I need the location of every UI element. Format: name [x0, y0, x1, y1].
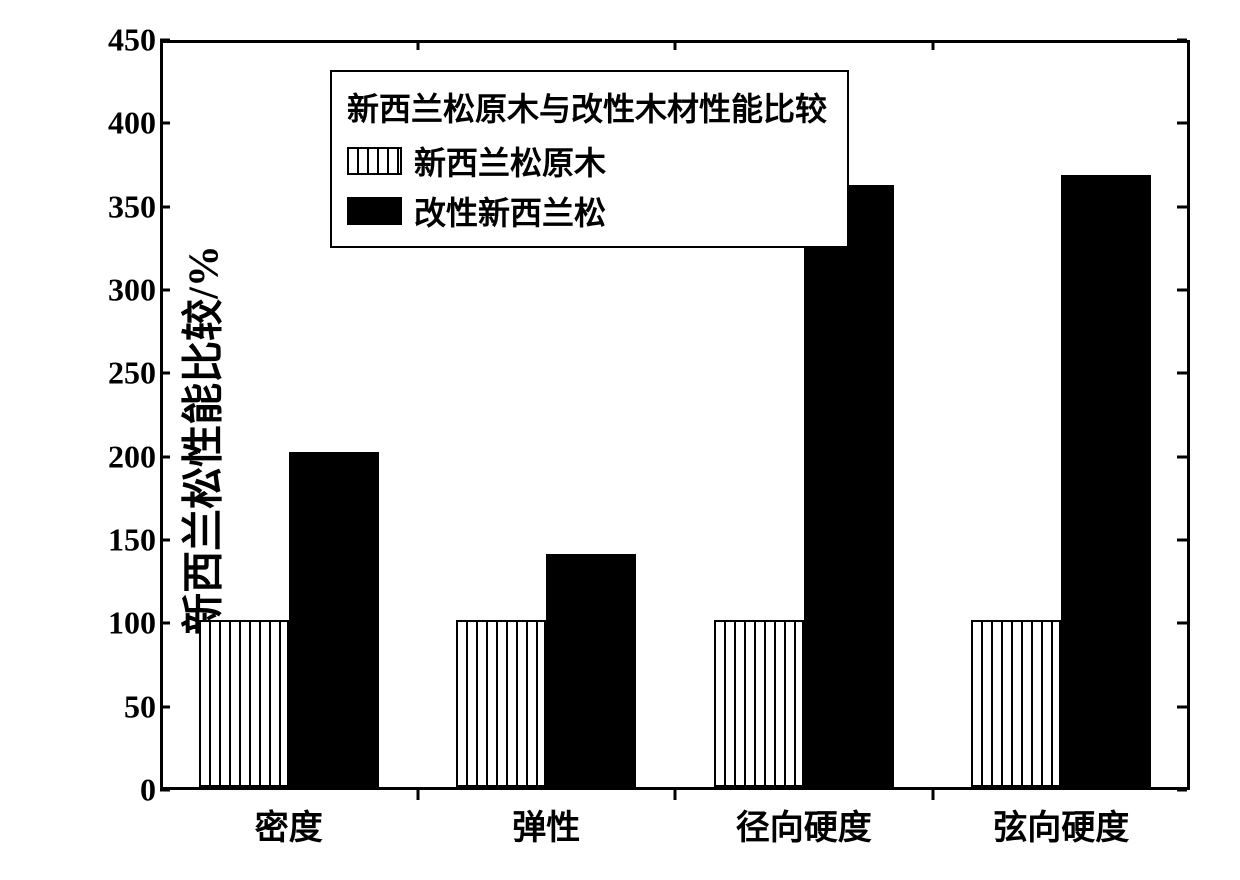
- y-tick-mark-right: [1177, 289, 1187, 292]
- bar-striped: [971, 620, 1061, 787]
- y-tick-mark: [160, 289, 170, 292]
- legend-label-1: 改性新西兰松: [414, 188, 606, 234]
- y-tick-mark: [160, 122, 170, 125]
- y-tick-mark-right: [1177, 789, 1187, 792]
- y-tick-label: 300: [108, 272, 156, 309]
- y-tick-label: 250: [108, 355, 156, 392]
- x-tick-mark: [674, 790, 677, 800]
- y-tick-mark: [160, 455, 170, 458]
- x-tick-label: 密度: [255, 800, 323, 849]
- y-tick-label: 450: [108, 22, 156, 59]
- bar-solid: [289, 452, 379, 787]
- y-tick-mark: [160, 789, 170, 792]
- x-tick-mark-top: [674, 40, 677, 50]
- x-tick-label: 弦向硬度: [993, 800, 1129, 849]
- y-tick-mark-right: [1177, 205, 1187, 208]
- legend-label-0: 新西兰松原木: [414, 138, 606, 184]
- legend-item-1: 改性新西兰松: [347, 188, 827, 234]
- bar-solid: [546, 554, 636, 787]
- x-tick-mark: [931, 790, 934, 800]
- y-tick-label: 150: [108, 522, 156, 559]
- legend-swatch-solid: [347, 197, 402, 225]
- x-tick-label: 弹性: [512, 800, 580, 849]
- y-tick-mark: [160, 622, 170, 625]
- bar-solid: [1061, 175, 1151, 787]
- x-tick-mark-top: [931, 40, 934, 50]
- y-tick-mark-right: [1177, 39, 1187, 42]
- legend: 新西兰松原木与改性木材性能比较 新西兰松原木 改性新西兰松: [330, 70, 849, 248]
- bar-group: [199, 452, 379, 787]
- bar-group: [971, 175, 1151, 787]
- y-tick-mark-right: [1177, 622, 1187, 625]
- y-tick-mark-right: [1177, 455, 1187, 458]
- bar-group: [456, 554, 636, 787]
- y-tick-mark: [160, 372, 170, 375]
- y-tick-label: 50: [124, 688, 156, 725]
- x-tick-label: 径向硬度: [736, 800, 872, 849]
- y-tick-label: 100: [108, 605, 156, 642]
- legend-swatch-striped: [347, 147, 402, 175]
- x-tick-mark: [416, 790, 419, 800]
- y-tick-mark-right: [1177, 539, 1187, 542]
- y-tick-mark: [160, 705, 170, 708]
- bar-solid: [804, 185, 894, 787]
- legend-title: 新西兰松原木与改性木材性能比较: [347, 84, 827, 130]
- y-tick-mark-right: [1177, 122, 1187, 125]
- bar-striped: [456, 620, 546, 787]
- y-tick-mark: [160, 205, 170, 208]
- bar-striped: [714, 620, 804, 787]
- chart-container: 新西兰松性能比较/% 新西兰松原木与改性木材性能比较 新西兰松原木 改性新西兰松…: [20, 20, 1220, 860]
- y-tick-mark-right: [1177, 705, 1187, 708]
- y-tick-label: 350: [108, 188, 156, 225]
- y-tick-mark-right: [1177, 372, 1187, 375]
- y-tick-label: 400: [108, 105, 156, 142]
- y-tick-label: 0: [140, 772, 156, 809]
- y-tick-mark: [160, 39, 170, 42]
- bar-group: [714, 185, 894, 787]
- x-tick-mark-top: [416, 40, 419, 50]
- bar-striped: [199, 620, 289, 787]
- legend-item-0: 新西兰松原木: [347, 138, 827, 184]
- y-tick-label: 200: [108, 438, 156, 475]
- y-tick-mark: [160, 539, 170, 542]
